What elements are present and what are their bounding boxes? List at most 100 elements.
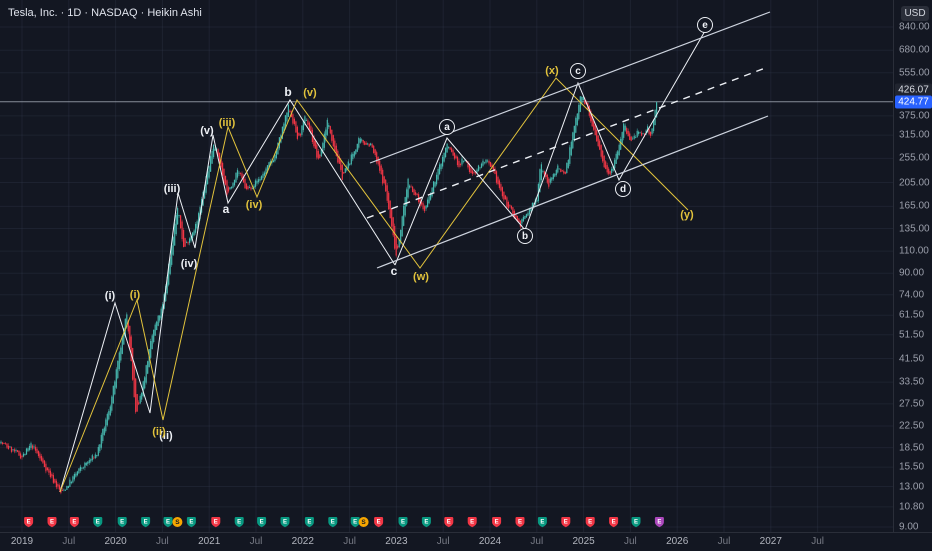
wave-label: (iii) xyxy=(219,117,236,129)
price-axis-label: 18.50 xyxy=(899,442,924,453)
svg-text:e: e xyxy=(702,20,708,31)
earnings-icon: E xyxy=(561,517,570,527)
time-axis-label: 2024 xyxy=(479,536,501,547)
svg-text:E: E xyxy=(166,520,170,526)
earnings-icon: E xyxy=(655,517,664,527)
wave-drawings[interactable] xyxy=(60,12,770,492)
svg-text:S: S xyxy=(361,519,366,526)
time-axis-label: Jul xyxy=(811,536,824,547)
time-axis-label: 2020 xyxy=(104,536,126,547)
time-axis-label: Jul xyxy=(624,536,637,547)
split-icon: S xyxy=(172,517,182,527)
wave-label: (v) xyxy=(200,125,214,137)
svg-text:E: E xyxy=(27,520,31,526)
earnings-icon: E xyxy=(516,517,525,527)
grid xyxy=(0,0,893,532)
svg-text:a: a xyxy=(444,122,450,133)
time-axis-label: 2022 xyxy=(292,536,314,547)
svg-text:E: E xyxy=(144,520,148,526)
earnings-icon: E xyxy=(492,517,501,527)
wave-label: (i) xyxy=(105,290,116,302)
wave-label: c xyxy=(391,264,398,278)
earnings-icon: E xyxy=(609,517,618,527)
price-axis-label: 41.50 xyxy=(899,353,924,364)
price-axis-label: 9.00 xyxy=(899,522,918,533)
time-axis-label: 2027 xyxy=(760,536,782,547)
earnings-icon: E xyxy=(24,517,33,527)
svg-text:b: b xyxy=(522,231,528,242)
time-axis-label: 2021 xyxy=(198,536,220,547)
wave-label: a xyxy=(223,202,230,216)
svg-text:E: E xyxy=(612,520,616,526)
time-axis-label: Jul xyxy=(437,536,450,547)
price-axis-label: 375.00 xyxy=(899,110,930,121)
wave-label: (iv) xyxy=(181,258,198,270)
time-axis-label: Jul xyxy=(530,536,543,547)
wave-label: (x) xyxy=(545,65,559,77)
svg-text:c: c xyxy=(575,66,581,77)
earnings-icon: E xyxy=(164,517,173,527)
earnings-icon: E xyxy=(211,517,220,527)
price-axis-label: 90.00 xyxy=(899,268,924,279)
svg-text:E: E xyxy=(470,520,474,526)
current-price-tag: 424.77 xyxy=(895,96,932,109)
price-axis-label: 15.50 xyxy=(899,462,924,473)
price-axis-label: 51.50 xyxy=(899,329,924,340)
svg-text:E: E xyxy=(96,520,100,526)
earnings-icon: E xyxy=(48,517,57,527)
time-axis-label: Jul xyxy=(250,536,263,547)
svg-text:E: E xyxy=(260,520,264,526)
price-axis-label: 27.50 xyxy=(899,398,924,409)
price-axis-label: 10.80 xyxy=(899,501,924,512)
svg-text:E: E xyxy=(331,520,335,526)
price-axis-label: 74.00 xyxy=(899,289,924,300)
svg-text:E: E xyxy=(237,520,241,526)
svg-text:E: E xyxy=(564,520,568,526)
svg-text:E: E xyxy=(495,520,499,526)
earnings-icon: E xyxy=(305,517,314,527)
svg-text:E: E xyxy=(588,520,592,526)
price-axis-label: 22.50 xyxy=(899,421,924,432)
price-axis-label: 255.00 xyxy=(899,153,930,164)
time-axis-label: 2025 xyxy=(572,536,594,547)
svg-text:E: E xyxy=(283,520,287,526)
svg-text:E: E xyxy=(72,520,76,526)
wave-label: (w) xyxy=(413,271,429,283)
time-axis-label: Jul xyxy=(62,536,75,547)
wave-label: (y) xyxy=(680,209,694,221)
wave-label: b xyxy=(284,85,291,99)
earnings-icon: E xyxy=(70,517,79,527)
circled-wave-label: e xyxy=(698,18,713,33)
price-axis-label: 61.50 xyxy=(899,310,924,321)
wave-label: (v) xyxy=(303,87,317,99)
svg-text:E: E xyxy=(634,520,638,526)
svg-text:E: E xyxy=(377,520,381,526)
symbol-legend[interactable]: Tesla, Inc. · 1D · NASDAQ · Heikin Ashi xyxy=(8,7,202,19)
chart-canvas[interactable]: (i)(ii)(iii)(iv)(v)abc(i)(ii)(iii)(iv)(v… xyxy=(0,0,893,532)
svg-text:E: E xyxy=(424,520,428,526)
svg-text:E: E xyxy=(401,520,405,526)
earnings-icon: E xyxy=(444,517,453,527)
time-axis-label: 2026 xyxy=(666,536,688,547)
earnings-icon: E xyxy=(235,517,244,527)
circled-wave-label: d xyxy=(616,182,631,197)
circled-wave-label: b xyxy=(518,229,533,244)
price-axis-label: 110.00 xyxy=(899,246,929,257)
currency-button[interactable]: USD xyxy=(901,6,929,21)
earnings-icon: E xyxy=(328,517,337,527)
channel-upper xyxy=(370,12,770,163)
svg-text:E: E xyxy=(214,520,218,526)
earnings-icon: E xyxy=(141,517,150,527)
svg-text:E: E xyxy=(518,520,522,526)
time-axis-label: 2023 xyxy=(385,536,407,547)
earnings-icon: E xyxy=(281,517,290,527)
svg-text:E: E xyxy=(307,520,311,526)
svg-text:E: E xyxy=(657,520,661,526)
price-axis-label: 840.00 xyxy=(899,22,930,33)
price-axis-label: 33.50 xyxy=(899,377,924,388)
svg-text:E: E xyxy=(540,520,544,526)
svg-text:E: E xyxy=(120,520,124,526)
